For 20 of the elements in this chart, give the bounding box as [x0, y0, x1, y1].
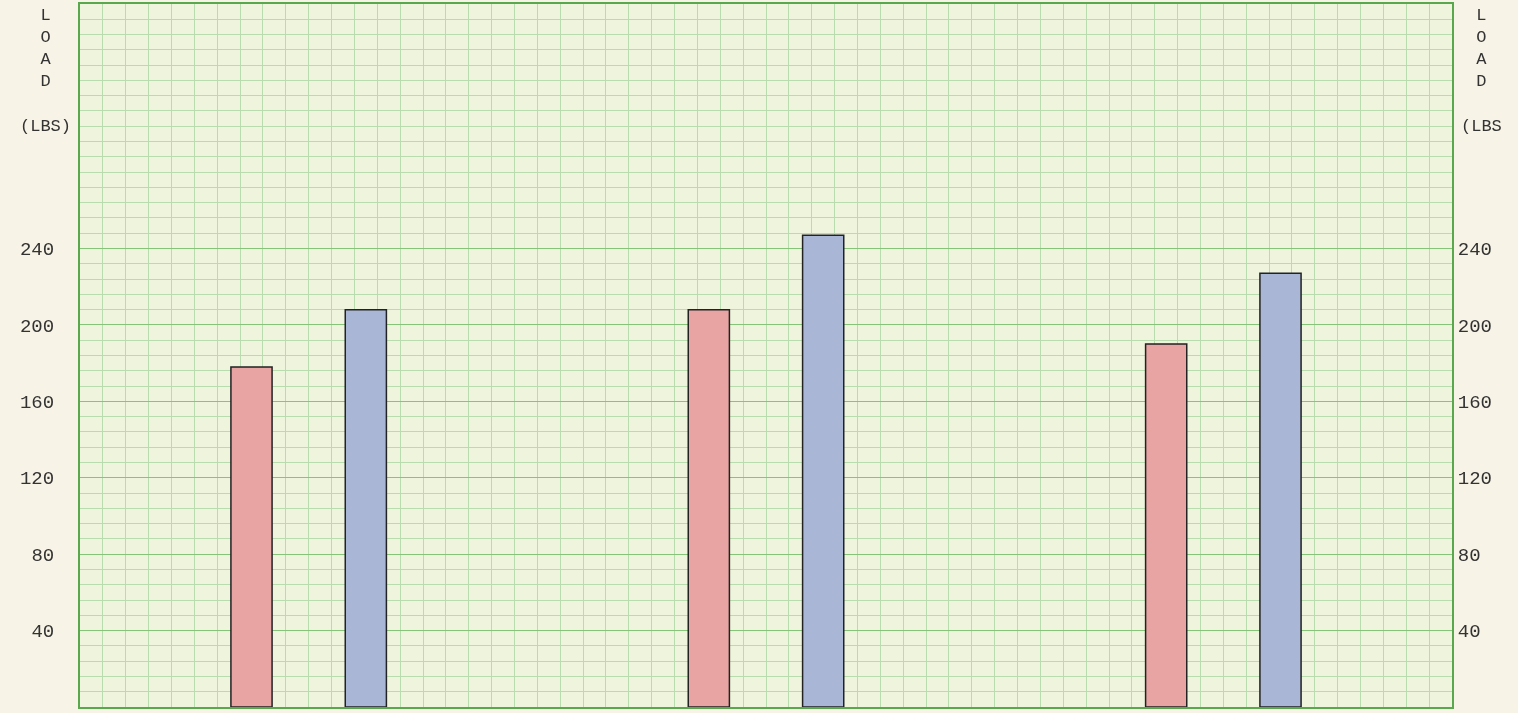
y-tick-label: 240	[19, 239, 55, 262]
y2-tick-label: 80	[1457, 544, 1481, 567]
y-tick-label: 40	[31, 621, 55, 644]
bar	[344, 308, 388, 707]
y2-tick-label: 240	[1457, 239, 1493, 262]
y2-tick-label: 160	[1457, 392, 1493, 414]
bar	[801, 234, 845, 707]
y-tick-label: 120	[19, 468, 55, 491]
y-tick-label: 160	[19, 392, 55, 414]
text: LOAD (LBS	[1461, 6, 1502, 136]
bar	[1144, 343, 1188, 707]
y2-tick-label: 120	[1457, 468, 1493, 491]
bar	[687, 308, 731, 707]
y-tick-label: 80	[31, 544, 55, 567]
bar	[230, 366, 273, 707]
bar	[1259, 272, 1302, 707]
y2-tick-label: 200	[1457, 315, 1493, 338]
y2-tick-label: 40	[1457, 621, 1481, 644]
text: LOAD (LBS)	[20, 6, 72, 136]
y-tick-label: 200	[19, 315, 55, 338]
